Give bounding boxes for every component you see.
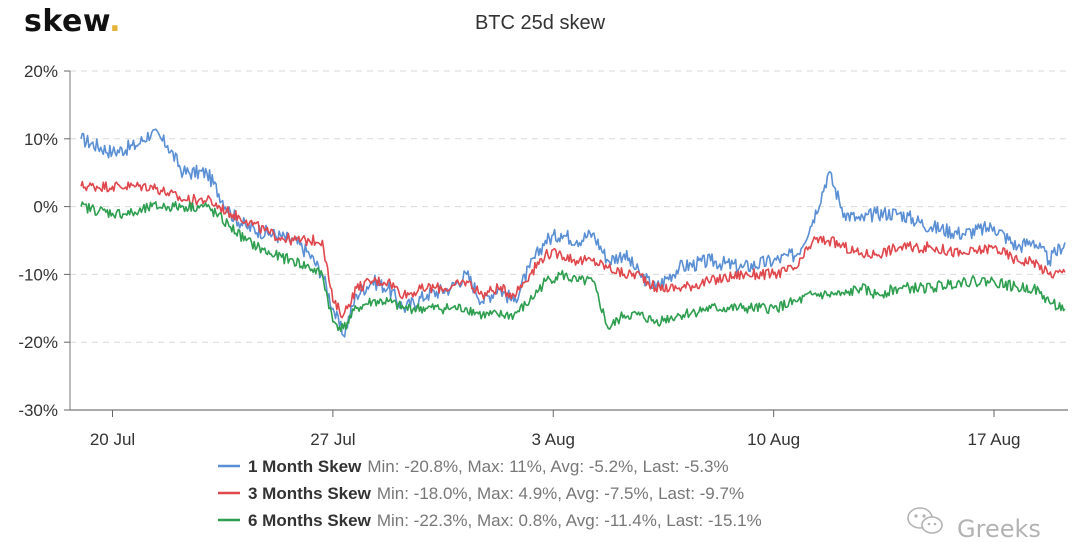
y-tick-label: -30% [18, 401, 58, 420]
watermark: Greeks [908, 508, 1041, 543]
legend-series-stats: Min: -22.3%, Max: 0.8%, Avg: -11.4%, Las… [377, 511, 762, 530]
chart-title: BTC 25d skew [475, 12, 606, 34]
x-tick-label: 10 Aug [747, 430, 800, 449]
watermark-text: Greeks [957, 515, 1041, 543]
legend-entry: 6 Months Skew Min: -22.3%, Max: 0.8%, Avg… [248, 511, 762, 530]
x-axis: 20 Jul 27 Jul 3 Aug 10 Aug 17 Aug [70, 410, 1068, 449]
y-tick-label: -20% [18, 333, 58, 352]
y-axis: 20% 10% 0% -10% -20% -30% [18, 62, 70, 420]
legend-series-name: 6 Months Skew [248, 511, 372, 530]
wechat-icon [908, 508, 942, 533]
x-tick-label: 3 Aug [532, 430, 576, 449]
legend-entry: 3 Months Skew Min: -18.0%, Max: 4.9%, Avg… [248, 484, 744, 503]
legend-entry: 1 Month Skew Min: -20.8%, Max: 11%, Avg: … [248, 457, 729, 476]
y-tick-label: 10% [24, 130, 58, 149]
legend-series-name: 3 Months Skew [248, 484, 372, 503]
legend-series-stats: Min: -20.8%, Max: 11%, Avg: -5.2%, Last:… [367, 457, 728, 476]
series-line-2 [81, 182, 1065, 318]
y-tick-label: -10% [18, 265, 58, 284]
series-line-1 [81, 129, 1065, 337]
skew-line-chart: BTC 25d skew 20% 10% 0% -10% -20% -30% 20 Jul… [0, 0, 1080, 543]
legend: 1 Month Skew Min: -20.8%, Max: 11%, Avg: … [218, 457, 762, 530]
y-tick-label: 0% [33, 198, 58, 217]
x-tick-label: 20 Jul [90, 430, 135, 449]
x-tick-label: 17 Aug [968, 430, 1021, 449]
y-tick-label: 20% [24, 62, 58, 81]
x-tick-label: 27 Jul [310, 430, 355, 449]
legend-series-name: 1 Month Skew [248, 457, 362, 476]
legend-series-stats: Min: -18.0%, Max: 4.9%, Avg: -7.5%, Last… [377, 484, 744, 503]
plot-area [81, 129, 1065, 337]
